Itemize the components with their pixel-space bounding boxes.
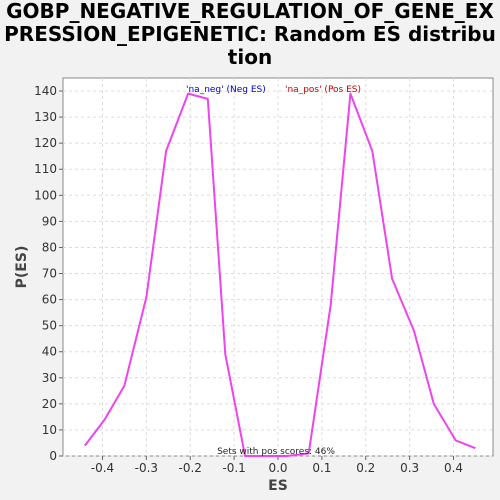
y-tick-label: 110 — [34, 162, 57, 176]
x-tick-label: 0.2 — [356, 461, 375, 475]
x-axis-ticks: -0.4 -0.3 -0.2 -0.1 0.0 0.1 0.2 0.3 0.4 — [91, 456, 463, 475]
series-line — [84, 92, 476, 457]
y-tick-label: 50 — [42, 319, 57, 333]
x-tick-label: 0.3 — [400, 461, 419, 475]
y-tick-label: 30 — [42, 371, 57, 385]
chart-title: GOBP_NEGATIVE_REGULATION_OF_GENE_EXPRESS… — [4, 0, 496, 69]
y-tick-label: 100 — [34, 188, 57, 202]
y-tick-label: 120 — [34, 136, 57, 150]
y-tick-label: 10 — [42, 423, 57, 437]
y-tick-label: 130 — [34, 110, 57, 124]
y-tick-label: 20 — [42, 397, 57, 411]
y-tick-label: 90 — [42, 214, 57, 228]
x-tick-label: -0.1 — [222, 461, 245, 475]
y-tick-label: 0 — [49, 449, 57, 463]
x-axis-label: ES — [268, 478, 288, 494]
legend-entry-pos: 'na_pos' (Pos ES) — [285, 85, 361, 95]
y-tick-label: 40 — [42, 345, 57, 359]
x-tick-label: 0.4 — [444, 461, 463, 475]
y-tick-label: 60 — [42, 293, 57, 307]
y-tick-label: 70 — [42, 267, 57, 281]
y-tick-label: 140 — [34, 84, 57, 98]
series-group — [84, 92, 476, 457]
x-tick-label: -0.2 — [179, 461, 202, 475]
x-tick-label: -0.4 — [91, 461, 114, 475]
legend-entry-neg: 'na_neg' (Neg ES) — [186, 85, 266, 95]
y-axis-label: P(ES) — [14, 246, 30, 289]
grid-lines — [63, 78, 493, 457]
pos-score-annotation: Sets with pos scores: 46% — [217, 447, 335, 457]
x-tick-label: 0.1 — [312, 461, 331, 475]
y-axis-ticks: 0 10 20 30 40 50 60 70 80 90 100 110 120 130 140 — [34, 84, 63, 463]
x-tick-label: -0.3 — [135, 461, 158, 475]
y-tick-label: 80 — [42, 240, 57, 254]
x-tick-label: 0.0 — [268, 461, 287, 475]
